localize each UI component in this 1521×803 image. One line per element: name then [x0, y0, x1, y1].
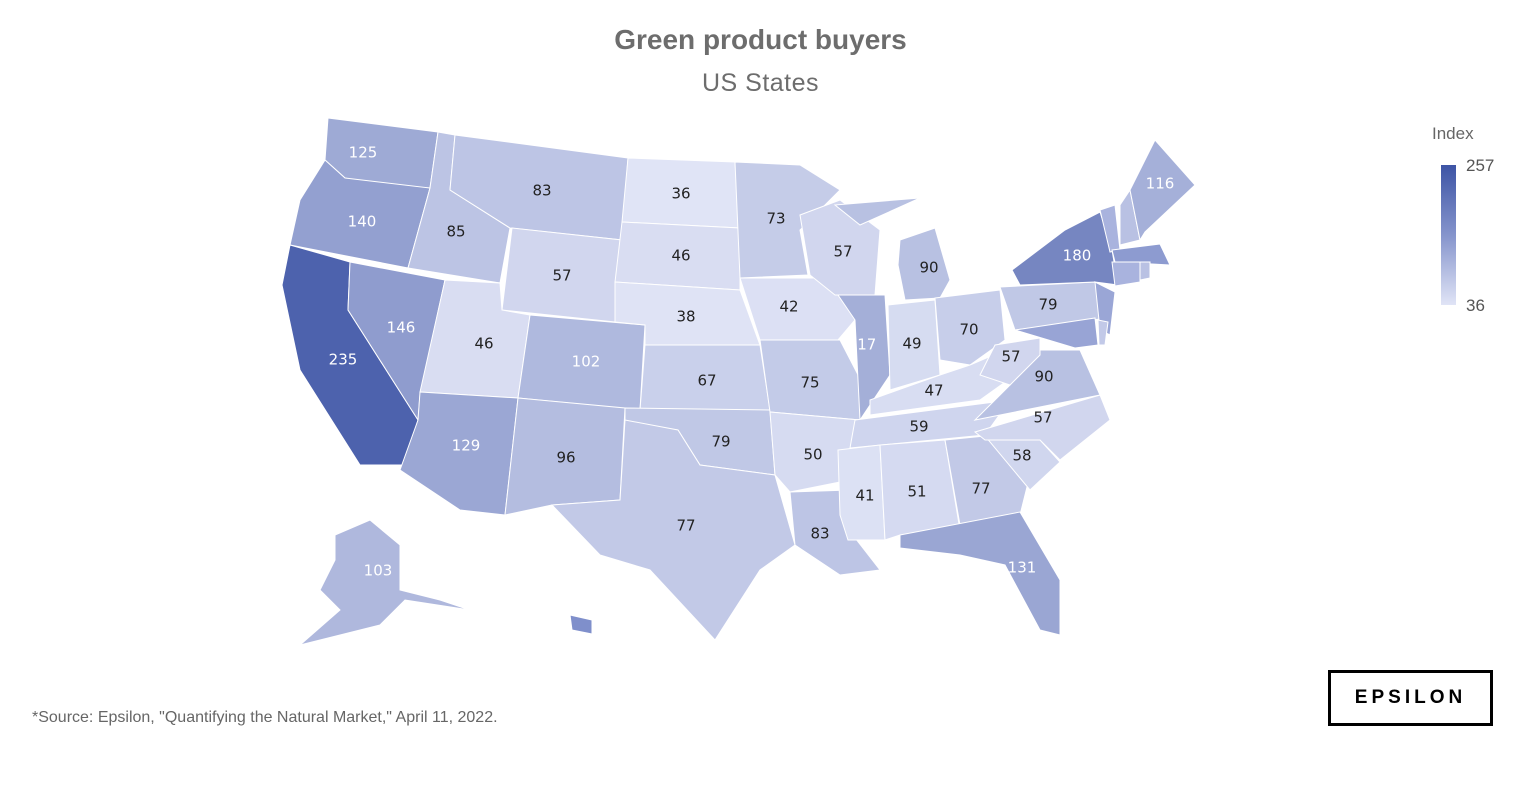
state-value-label-sd: 46 [671, 247, 690, 265]
state-value-label-in: 49 [902, 335, 921, 353]
state-value-label-ia: 42 [779, 298, 798, 316]
state-value-label-nm: 96 [556, 449, 575, 467]
state-value-label-ks: 67 [697, 372, 716, 390]
legend-color-scale [1441, 165, 1456, 305]
state-value-label-id: 85 [446, 223, 465, 241]
state-value-label-il: 117 [848, 336, 877, 354]
state-value-label-al: 51 [907, 483, 926, 501]
state-value-label-oh: 70 [959, 321, 978, 339]
state-value-label-wa: 125 [349, 144, 378, 162]
state-mi[interactable] [833, 197, 921, 226]
state-ma[interactable] [1111, 243, 1171, 266]
state-value-label-mo: 75 [800, 374, 819, 392]
legend-min-label: 36 [1466, 296, 1485, 315]
state-il[interactable] [837, 294, 891, 422]
state-value-label-ms: 41 [855, 487, 874, 505]
state-hi[interactable] [569, 614, 593, 635]
state-value-label-me: 116 [1146, 175, 1175, 193]
state-md[interactable] [1014, 317, 1099, 349]
state-value-label-ut: 46 [474, 335, 493, 353]
chart-title: Green product buyers [614, 24, 907, 55]
state-value-label-ca: 235 [329, 351, 358, 369]
state-wv[interactable] [979, 337, 1041, 386]
state-value-label-tn: 59 [909, 418, 928, 436]
state-value-label-nc: 57 [1033, 409, 1052, 427]
state-value-label-va: 90 [1034, 368, 1053, 386]
state-ar[interactable] [769, 411, 861, 493]
state-value-label-ne: 38 [676, 308, 695, 326]
epsilon-logo: EPSILON [1328, 670, 1493, 726]
state-value-label-mt: 83 [532, 182, 551, 200]
state-tx[interactable] [550, 419, 796, 641]
state-de[interactable] [1097, 319, 1109, 346]
source-note: *Source: Epsilon, "Quantifying the Natur… [32, 709, 498, 726]
state-fl[interactable] [899, 511, 1061, 636]
state-va[interactable] [973, 349, 1101, 421]
state-value-label-ga: 77 [971, 480, 990, 498]
state-ct[interactable] [1111, 261, 1141, 287]
state-oh[interactable] [934, 289, 1006, 366]
state-value-label-co: 102 [572, 353, 601, 371]
state-value-label-nd: 36 [671, 185, 690, 203]
legend-title: Index [1432, 124, 1474, 143]
state-value-label-or: 140 [348, 213, 377, 231]
state-value-label-nv: 146 [387, 319, 416, 337]
state-me[interactable] [1129, 139, 1196, 242]
state-value-label-mn: 73 [766, 210, 785, 228]
state-value-label-fl: 131 [1008, 559, 1037, 577]
state-value-label-wy: 57 [552, 267, 571, 285]
chart-subtitle: US States [701, 69, 820, 97]
state-value-label-ky: 47 [924, 382, 943, 400]
state-value-label-wi: 57 [833, 243, 852, 261]
state-value-label-ny: 180 [1063, 247, 1092, 265]
state-value-label-ak: 103 [364, 562, 393, 580]
state-ak[interactable] [299, 519, 471, 646]
state-ms[interactable] [837, 444, 886, 541]
state-value-label-ar: 50 [803, 446, 822, 464]
legend-max-label: 257 [1466, 156, 1495, 175]
state-value-label-ok: 79 [711, 433, 730, 451]
state-value-label-az: 129 [452, 437, 481, 455]
state-value-label-wv: 57 [1001, 348, 1020, 366]
state-value-label-pa: 79 [1038, 296, 1057, 314]
state-value-label-mi: 90 [919, 259, 938, 277]
state-ri[interactable] [1139, 261, 1151, 281]
state-value-label-tx: 77 [676, 517, 695, 535]
state-value-label-sc: 58 [1012, 447, 1031, 465]
state-value-label-la: 83 [810, 525, 829, 543]
